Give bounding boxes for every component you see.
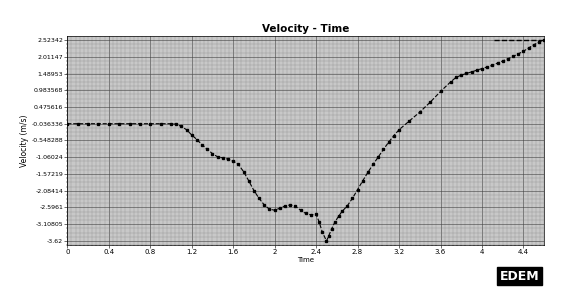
Text: EDEM: EDEM bbox=[500, 270, 539, 283]
Title: Velocity - Time: Velocity - Time bbox=[262, 24, 350, 34]
Y-axis label: Velocity (m/s): Velocity (m/s) bbox=[20, 114, 29, 167]
X-axis label: Time: Time bbox=[297, 257, 314, 263]
